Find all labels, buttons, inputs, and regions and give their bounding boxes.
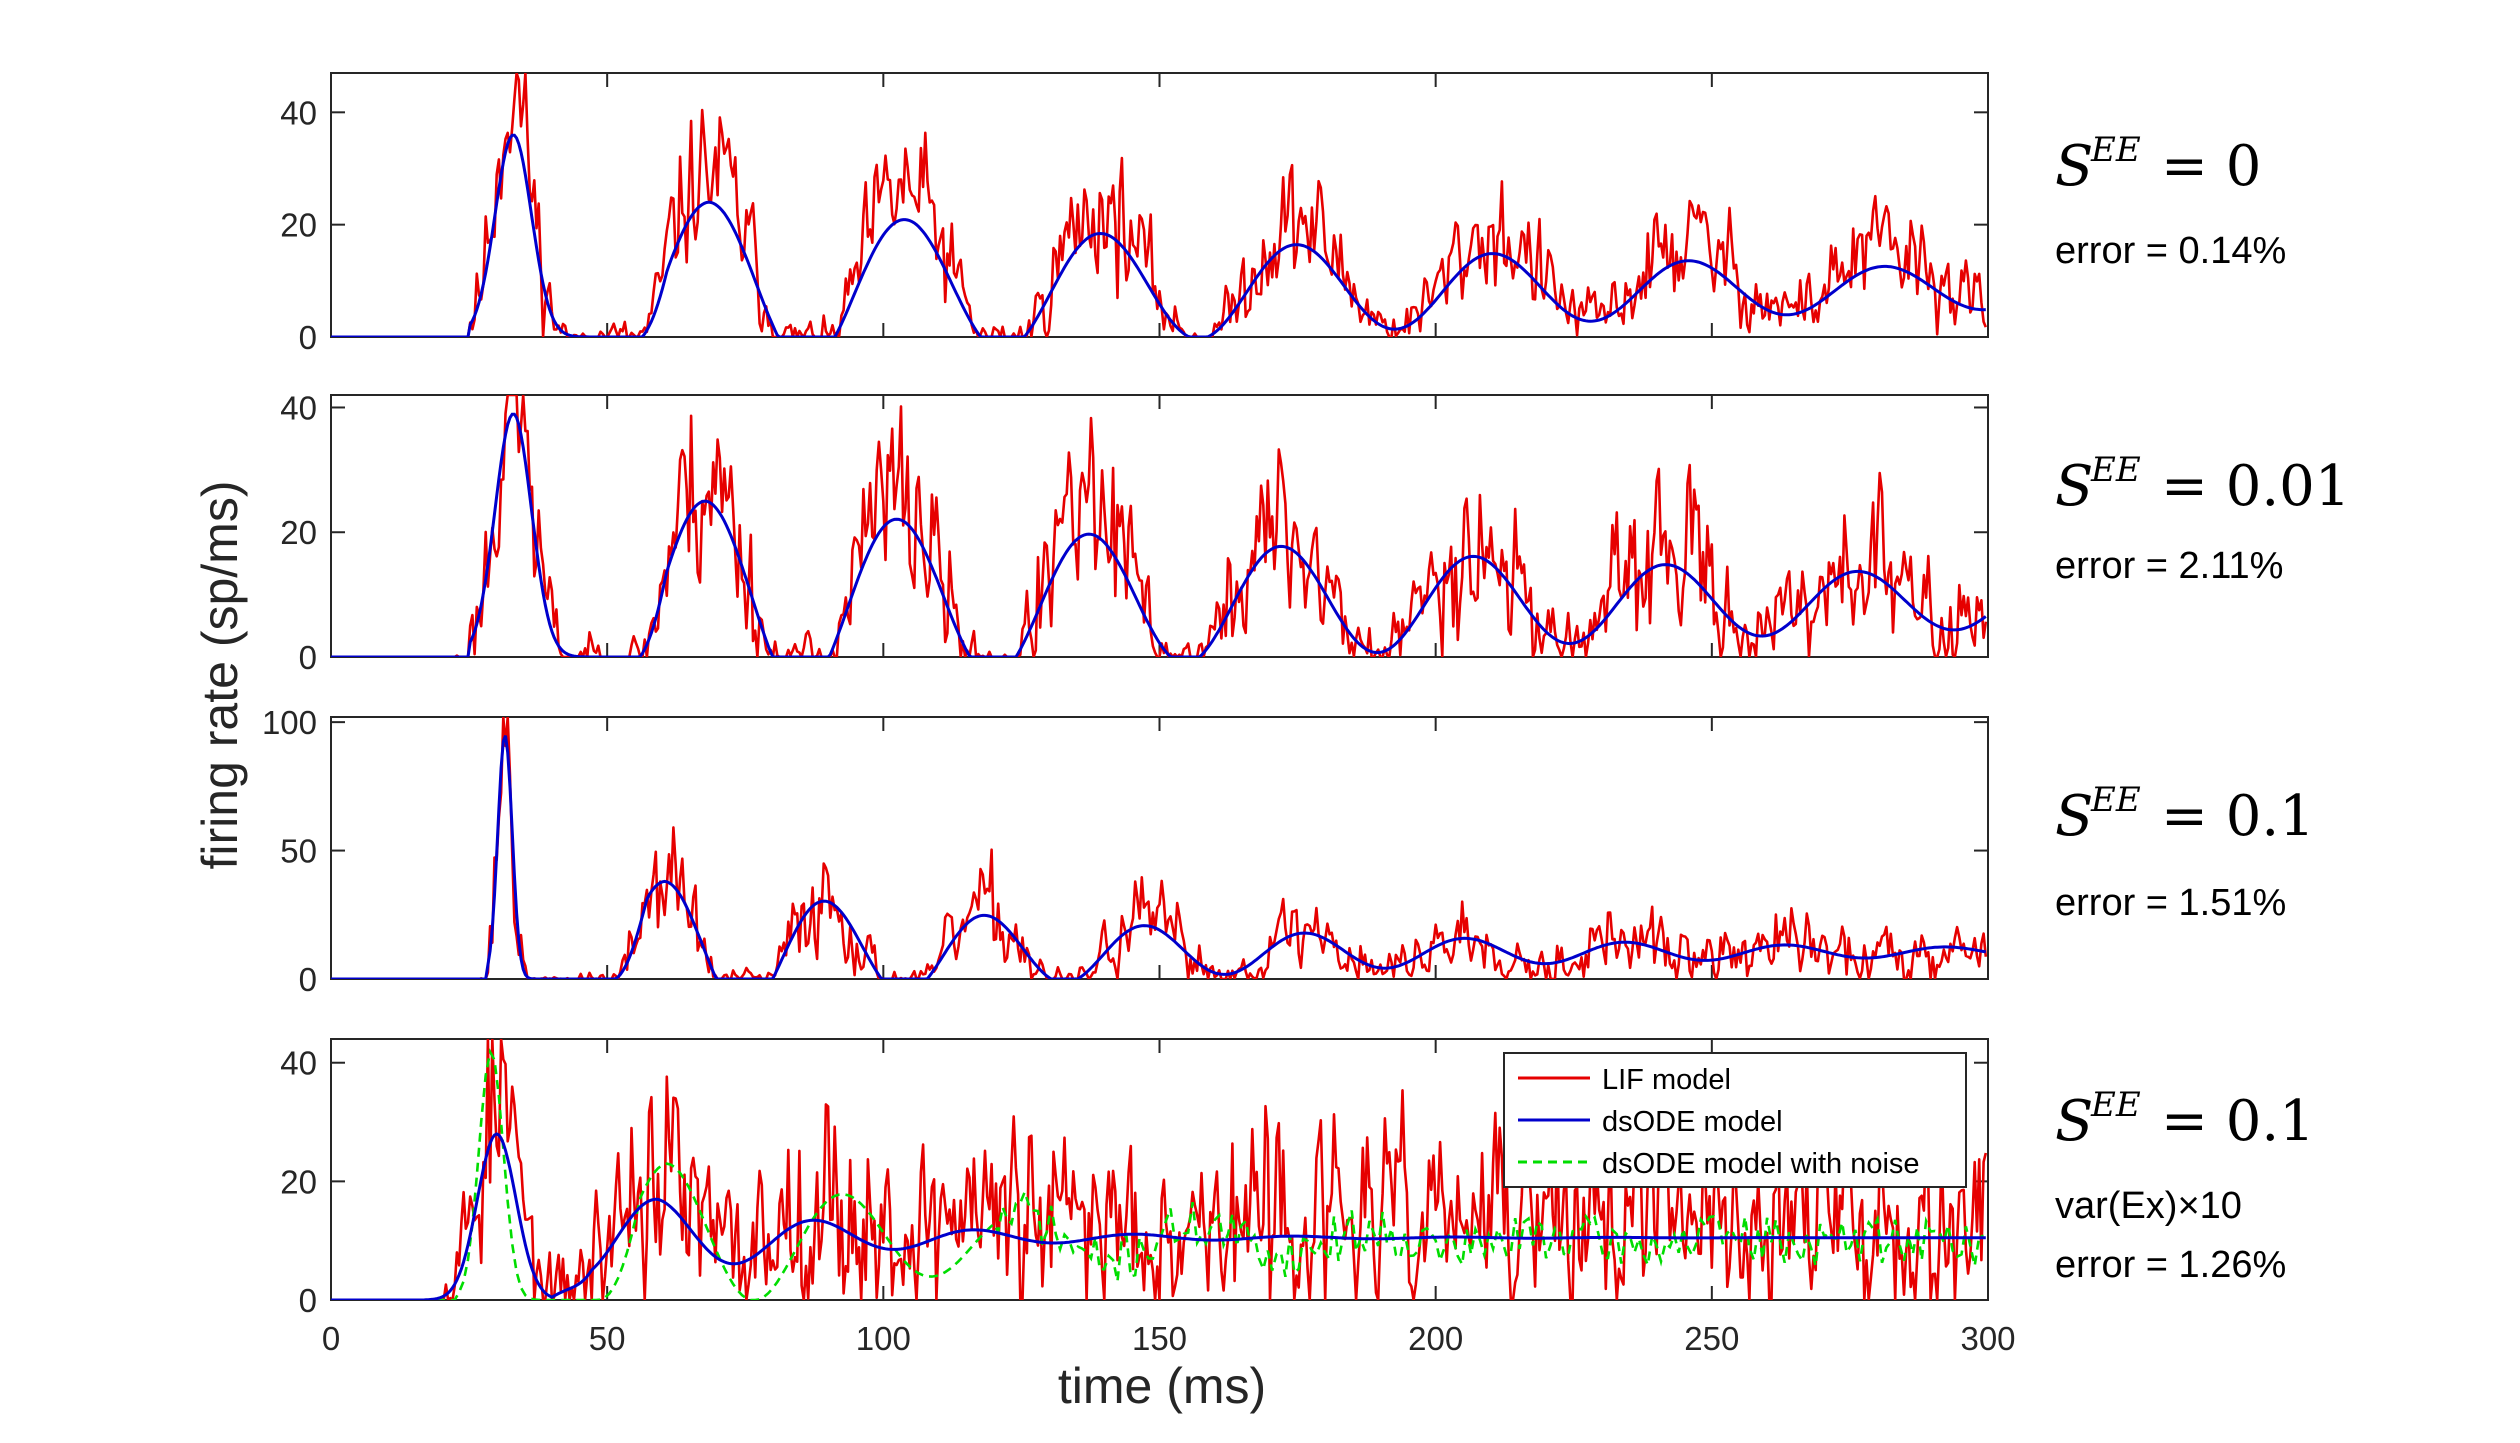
panel-4-note: error = 1.26%	[2055, 1244, 2286, 1286]
xtick-label: 100	[856, 1320, 911, 1357]
panel-4-ytick-label: 40	[280, 1045, 317, 1082]
panel-2: 0 20 40	[280, 389, 1989, 676]
panel-4-dsode-noise-series	[331, 1048, 1984, 1300]
xtick-label: 0	[322, 1320, 340, 1357]
panel-1: 0 20 40	[280, 72, 1989, 356]
legend-label-lif: LIF model	[1602, 1064, 1731, 1096]
xtick-label: 50	[589, 1320, 626, 1357]
xtick-label: 200	[1408, 1320, 1463, 1357]
panel-3-ytick-label: 50	[280, 833, 317, 870]
param-superscript: EE	[2090, 450, 2141, 490]
panel-2-ytick-label: 40	[280, 389, 317, 426]
xtick-label: 150	[1132, 1320, 1187, 1357]
panel-2-param-label: SEE = 0.01	[2055, 450, 2350, 519]
panel-2-dsode-series	[331, 412, 1987, 657]
param-symbol: S	[2055, 1089, 2093, 1154]
param-value: = 0.01	[2161, 454, 2350, 519]
panel-4-dsode-series	[331, 1132, 1986, 1300]
panel-4: 0 20 40 0 50 100 150 200 250 300	[280, 1038, 2016, 1357]
legend: LIF model dsODE model dsODE model with n…	[1503, 1052, 1967, 1188]
param-value: = 0.1	[2161, 1089, 2315, 1154]
panel-4-param-label: SEE = 0.1	[2055, 1085, 2315, 1154]
xtick-label: 250	[1684, 1320, 1739, 1357]
param-superscript: EE	[2090, 130, 2141, 170]
panel-3-note: error = 1.51%	[2055, 882, 2286, 924]
panel-2-lif-series	[331, 395, 1988, 657]
panel-3-lif-series	[331, 717, 1988, 979]
panel-3-dsode-series	[331, 735, 1987, 979]
panel-4-note: var(Ex)×10	[2055, 1185, 2242, 1227]
panel-3-param-label: SEE = 0.1	[2055, 780, 2315, 849]
legend-label-noise: dsODE model with noise	[1602, 1148, 1920, 1180]
panel-3-ytick-label: 0	[299, 961, 317, 998]
panel-1-note: error = 0.14%	[2055, 230, 2286, 272]
param-value: = 0.1	[2161, 784, 2315, 849]
panel-3-ytick-label: 100	[262, 704, 317, 741]
legend-label-dsode: dsODE model	[1602, 1106, 1783, 1138]
panel-1-ytick-label: 20	[280, 207, 317, 244]
panel-1-dsode-series	[331, 133, 1986, 337]
xtick-label: 300	[1960, 1320, 2015, 1357]
param-value: = 0	[2161, 134, 2261, 199]
param-symbol: S	[2055, 784, 2093, 849]
panel-1-param-label: SEE = 0	[2055, 130, 2261, 199]
panel-2-note: error = 2.11%	[2055, 545, 2283, 587]
panels: 0 20 40 0 20 40 0 50 100 0 20 40 0 50 100 150 200 250 300	[262, 72, 2016, 1357]
panel-3: 0 50 100	[262, 704, 1989, 998]
panel-1-ytick-label: 40	[280, 94, 317, 131]
param-superscript: EE	[2090, 780, 2141, 820]
panel-4-ytick-label: 20	[280, 1163, 317, 1200]
param-superscript: EE	[2090, 1085, 2141, 1125]
param-symbol: S	[2055, 134, 2093, 199]
panel-1-ytick-label: 0	[299, 319, 317, 356]
panel-2-ytick-label: 0	[299, 639, 317, 676]
panel-2-ytick-label: 20	[280, 514, 317, 551]
panel-4-ytick-label: 0	[299, 1282, 317, 1319]
param-symbol: S	[2055, 454, 2093, 519]
y-axis-label: firing rate (sp/ms)	[192, 481, 248, 870]
x-axis-label: time (ms)	[1058, 1358, 1266, 1414]
